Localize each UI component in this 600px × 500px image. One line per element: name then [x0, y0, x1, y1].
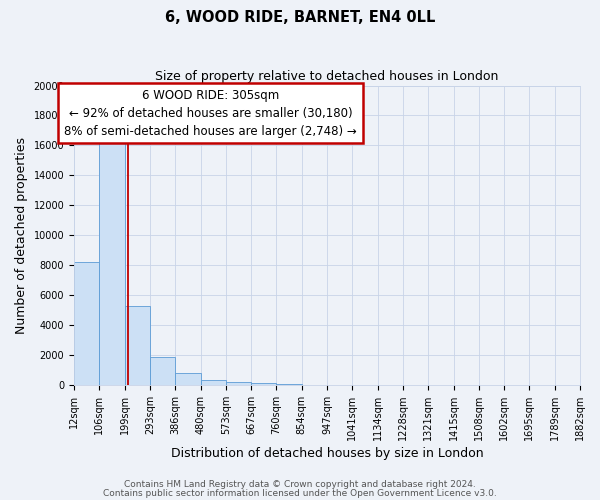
Bar — [277, 384, 302, 385]
Bar — [74, 262, 100, 385]
Bar — [125, 306, 150, 385]
X-axis label: Distribution of detached houses by size in London: Distribution of detached houses by size … — [171, 447, 484, 460]
Bar — [100, 136, 125, 385]
Title: Size of property relative to detached houses in London: Size of property relative to detached ho… — [155, 70, 499, 83]
Bar — [200, 380, 226, 385]
Text: Contains HM Land Registry data © Crown copyright and database right 2024.: Contains HM Land Registry data © Crown c… — [124, 480, 476, 489]
Bar — [150, 357, 175, 385]
Bar — [251, 383, 277, 385]
Bar — [175, 373, 200, 385]
Y-axis label: Number of detached properties: Number of detached properties — [15, 136, 28, 334]
Text: Contains public sector information licensed under the Open Government Licence v3: Contains public sector information licen… — [103, 488, 497, 498]
Bar — [226, 382, 251, 385]
Text: 6, WOOD RIDE, BARNET, EN4 0LL: 6, WOOD RIDE, BARNET, EN4 0LL — [165, 10, 435, 25]
Text: 6 WOOD RIDE: 305sqm
← 92% of detached houses are smaller (30,180)
8% of semi-det: 6 WOOD RIDE: 305sqm ← 92% of detached ho… — [64, 88, 357, 138]
